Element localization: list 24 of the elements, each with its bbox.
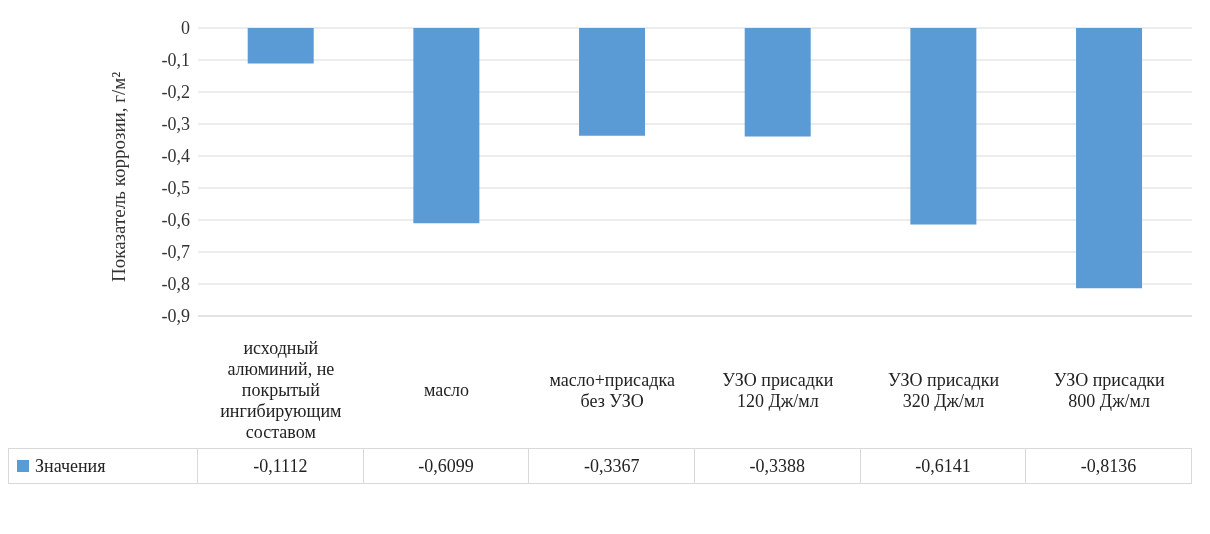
y-tick-label: -0,7 xyxy=(161,242,190,263)
data-label: -0,1112 xyxy=(198,449,364,483)
y-tick-label: -0,8 xyxy=(161,274,190,295)
x-tick-label: УЗО присадки 120 Дж/мл xyxy=(722,369,834,411)
legend-label: Значения xyxy=(35,455,106,477)
x-tick-label: исходный алюминий, не покрытый ингибирующим составом xyxy=(220,338,342,443)
y-tick-label: -0,3 xyxy=(161,114,190,135)
y-axis-title: Показатель коррозии, г/м² xyxy=(107,71,129,282)
data-label: -0,6099 xyxy=(363,449,530,483)
y-tick-label: -0,9 xyxy=(161,306,190,327)
data-label: -0,8136 xyxy=(1026,449,1192,483)
x-tick-label: УЗО присадки 800 Дж/мл xyxy=(1053,369,1166,411)
y-tick-label: -0,6 xyxy=(161,210,190,231)
y-tick-label: 0 xyxy=(181,18,190,39)
data-label: -0,3388 xyxy=(694,449,861,483)
y-tick-label: -0,4 xyxy=(161,146,190,167)
data-label: -0,3367 xyxy=(529,449,695,483)
x-tick-label: масло xyxy=(423,380,470,401)
x-tick-label: УЗО присадки 320 Дж/мл xyxy=(887,369,1000,411)
y-tick-label: -0,2 xyxy=(161,82,190,103)
y-tick-label: -0,5 xyxy=(161,178,190,199)
x-tick-label: масло+присадка без УЗО xyxy=(549,369,675,411)
y-tick-label: -0,1 xyxy=(161,50,190,71)
data-label: -0,6141 xyxy=(860,449,1027,483)
